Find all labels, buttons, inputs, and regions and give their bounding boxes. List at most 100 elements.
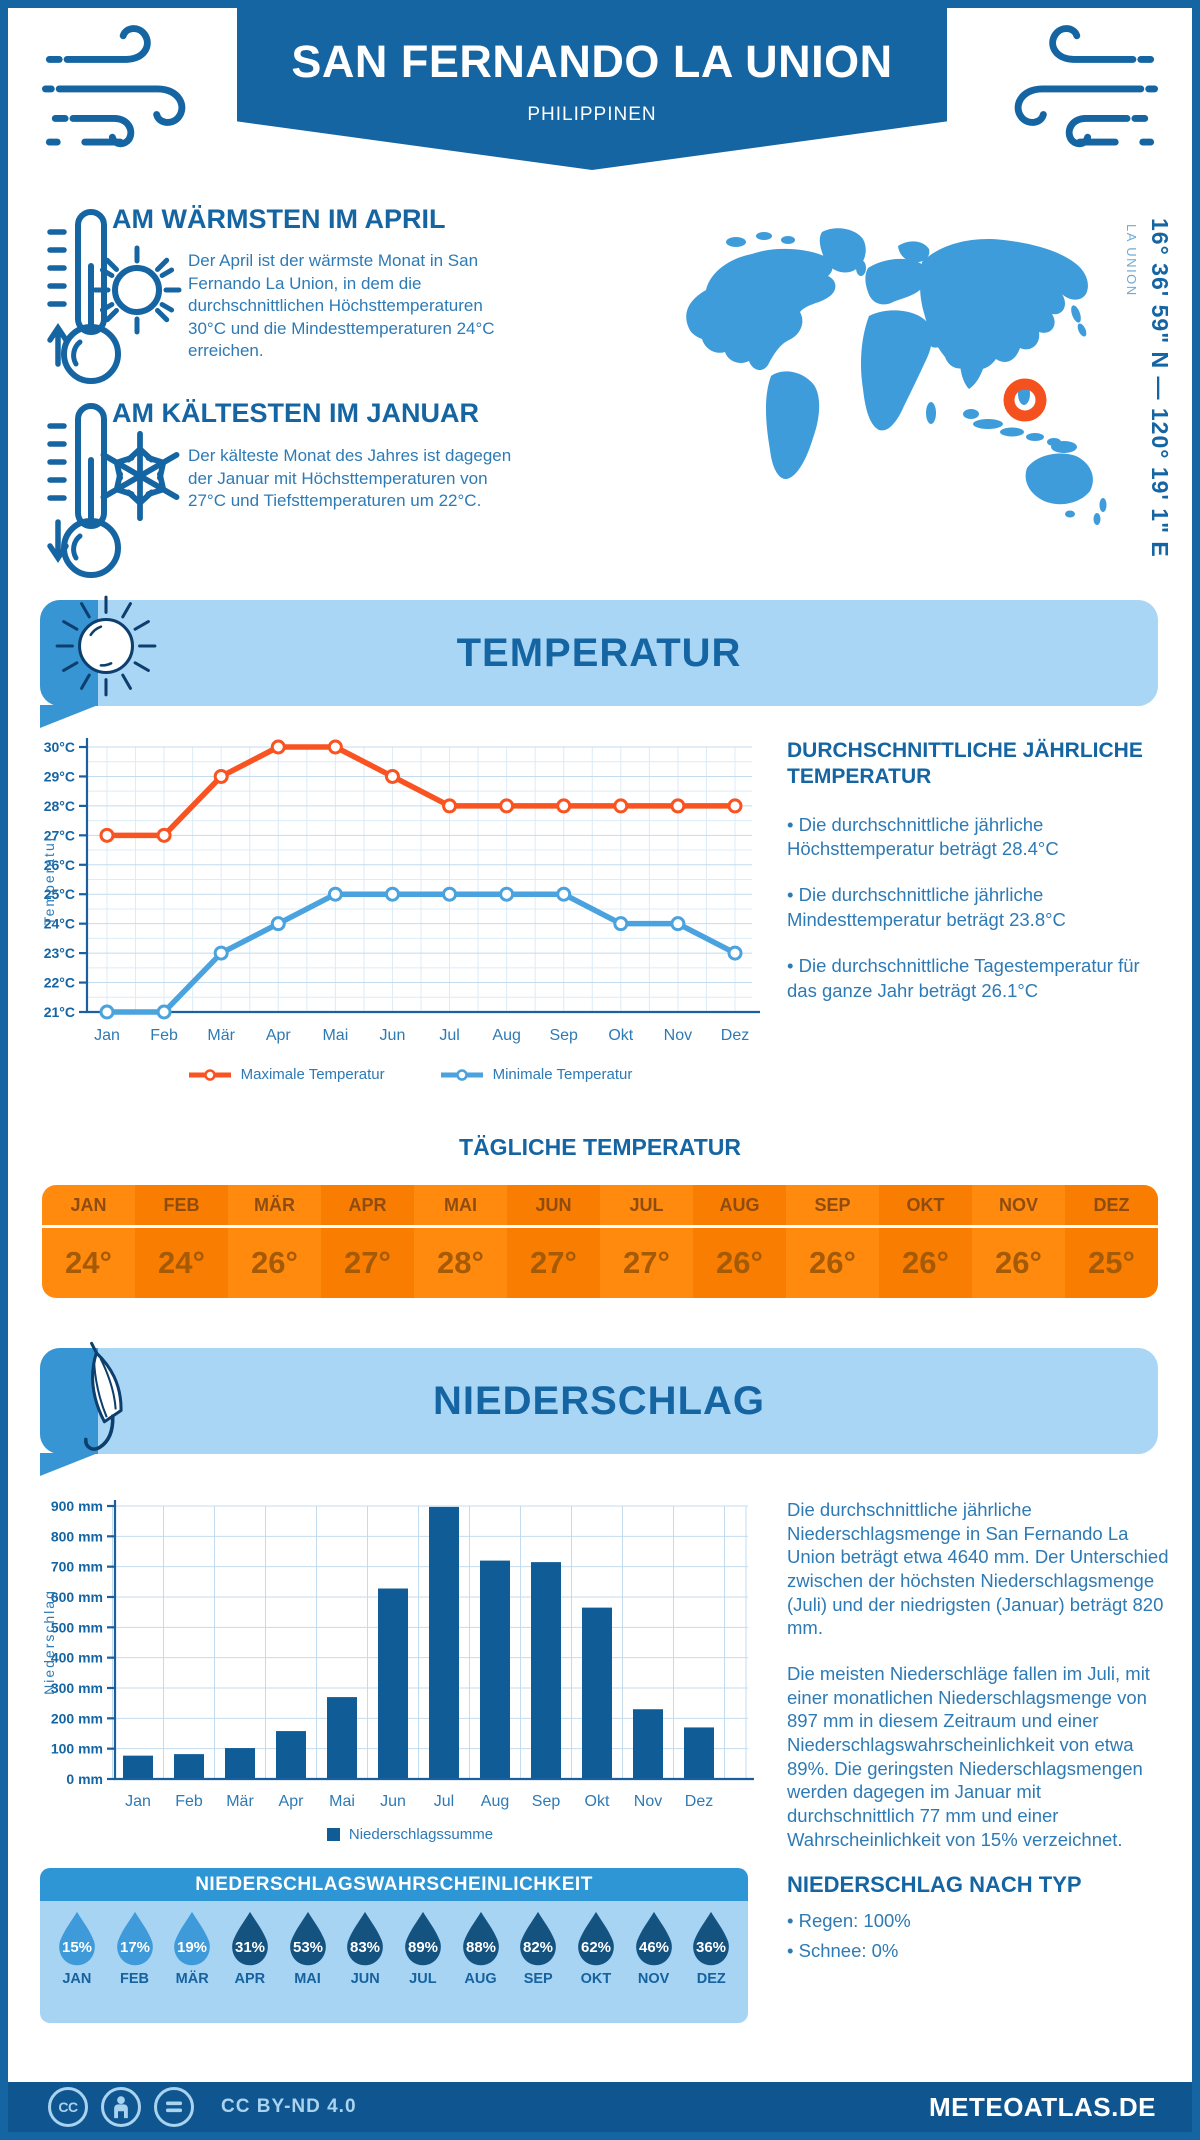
- svg-text:22°C: 22°C: [44, 975, 75, 991]
- probability-drop: 53% MAI: [279, 1909, 337, 2023]
- daily-value-cell: 27°: [344, 1245, 391, 1280]
- daily-month-cell: SEP: [786, 1185, 879, 1228]
- drop-month-label: JUN: [350, 1971, 380, 1987]
- daily-month-cell: OKT: [879, 1185, 972, 1228]
- probability-drop: 83% JUN: [336, 1909, 394, 2023]
- svg-text:Apr: Apr: [266, 1027, 292, 1044]
- license-group: CC CC BY-ND 4.0: [48, 2087, 357, 2127]
- map-coordinates: 16° 36' 59" N — 120° 19' 1" E: [1147, 218, 1173, 558]
- svg-text:62%: 62%: [581, 1939, 611, 1956]
- drop-month-label: NOV: [637, 1971, 670, 1987]
- daily-month-cell: DEZ: [1065, 1185, 1158, 1228]
- daily-column: MÄR 26°: [228, 1185, 321, 1298]
- sun-icon: [92, 245, 182, 335]
- svg-text:31%: 31%: [235, 1939, 265, 1956]
- daily-column: SEP 26°: [786, 1185, 879, 1298]
- attribution-person-icon: [101, 2087, 141, 2127]
- legend-precip-sum: Niederschlagssumme: [326, 1826, 493, 1843]
- daily-column: DEZ 25°: [1065, 1185, 1158, 1298]
- svg-text:Jan: Jan: [94, 1027, 120, 1044]
- svg-text:Feb: Feb: [175, 1793, 203, 1810]
- page-title: SAN FERNANDO LA UNION: [291, 36, 893, 87]
- precip-type-list: • Regen: 100% • Schnee: 0%: [787, 1909, 1169, 1964]
- svg-text:800 mm: 800 mm: [51, 1528, 103, 1544]
- temperature-line-chart: 21°C 22°C 23°C 24°C 25°C 26°C 27°C 28°C 29°C 30°C…: [41, 738, 760, 1044]
- probability-drop: 17% FEB: [106, 1909, 164, 2023]
- water-drop-icon: 36%: [693, 1911, 730, 1966]
- svg-text:200 mm: 200 mm: [51, 1710, 103, 1726]
- svg-text:100 mm: 100 mm: [51, 1741, 103, 1757]
- svg-text:82%: 82%: [523, 1939, 553, 1956]
- svg-text:17%: 17%: [119, 1939, 149, 1956]
- probability-drop: 36% DEZ: [682, 1909, 740, 2023]
- daily-month-cell: AUG: [693, 1185, 786, 1228]
- legend-min-temperature: Minimale Temperatur: [440, 1066, 632, 1083]
- probability-heading: NIEDERSCHLAGSWAHRSCHEINLICHKEIT: [40, 1868, 748, 1901]
- daily-value-cell: 26°: [716, 1245, 763, 1280]
- daily-temperature-heading: TÄGLICHE TEMPERATUR: [459, 1134, 741, 1160]
- svg-text:21°C: 21°C: [44, 1004, 75, 1020]
- precip-type-item: • Schnee: 0%: [787, 1940, 899, 1962]
- water-drop-icon: 82%: [520, 1911, 557, 1966]
- world-map: [686, 228, 1107, 525]
- daily-month-cell: JUN: [507, 1185, 600, 1228]
- svg-text:Sep: Sep: [532, 1793, 561, 1810]
- water-drop-icon: 62%: [578, 1911, 614, 1966]
- svg-text:Nov: Nov: [664, 1027, 692, 1044]
- daily-month-cell: JAN: [42, 1185, 135, 1228]
- cc-icon: CC: [48, 2087, 88, 2127]
- svg-text:Sep: Sep: [549, 1027, 578, 1044]
- svg-text:Niederschlag: Niederschlag: [41, 1589, 57, 1695]
- precip-type-heading: NIEDERSCHLAG NACH TYP: [787, 1872, 1082, 1898]
- svg-text:300 mm: 300 mm: [51, 1680, 103, 1696]
- water-drop-icon: 83%: [347, 1911, 384, 1966]
- page-subtitle: PHILIPPINEN: [527, 104, 657, 125]
- no-derivatives-icon: [154, 2087, 194, 2127]
- annual-bullet: • Die durchschnittliche Tagestemperatur …: [787, 955, 1140, 1001]
- daily-value-cell: 27°: [530, 1245, 577, 1280]
- coldest-text: Der kälteste Monat des Jahres ist dagege…: [188, 446, 512, 511]
- svg-text:Temperatur: Temperatur: [41, 835, 57, 926]
- svg-text:700 mm: 700 mm: [51, 1559, 103, 1575]
- annual-bullet-list: • Die durchschnittliche jährliche Höchst…: [787, 813, 1169, 1003]
- svg-text:400 mm: 400 mm: [51, 1650, 103, 1666]
- coldest-title: AM KÄLTESTEN IM JANUAR: [112, 398, 479, 428]
- svg-text:53%: 53%: [293, 1939, 323, 1956]
- drop-month-label: JUL: [409, 1971, 437, 1987]
- svg-text:30°C: 30°C: [44, 739, 75, 755]
- daily-column: JUN 27°: [507, 1185, 600, 1298]
- probability-drop: 19% MÄR: [163, 1909, 221, 2023]
- svg-text:89%: 89%: [408, 1939, 438, 1956]
- drop-month-label: AUG: [464, 1971, 497, 1987]
- svg-text:Mai: Mai: [322, 1027, 348, 1044]
- header-banner: SAN FERNANDO LA UNION PHILIPPINEN: [237, 8, 947, 170]
- svg-text:Aug: Aug: [481, 1793, 509, 1810]
- sun-banner-icon: [55, 595, 157, 697]
- legend-max-temperature: Maximale Temperatur: [188, 1066, 385, 1083]
- footer-bar: CC CC BY-ND 4.0 METEOATLAS.DE: [8, 2082, 1192, 2132]
- daily-month-cell: MAI: [414, 1185, 507, 1228]
- svg-text:Okt: Okt: [608, 1027, 633, 1044]
- drop-month-label: OKT: [580, 1971, 612, 1987]
- svg-text:Okt: Okt: [585, 1793, 610, 1810]
- banner-tail: [40, 1453, 98, 1476]
- daily-value-cell: 24°: [158, 1245, 205, 1280]
- svg-text:88%: 88%: [466, 1939, 496, 1956]
- daily-column: APR 27°: [321, 1185, 414, 1298]
- precipitation-paragraph-1: Die durchschnittliche jährliche Niedersc…: [787, 1499, 1169, 1639]
- svg-text:0 mm: 0 mm: [66, 1771, 103, 1787]
- daily-column: OKT 26°: [879, 1185, 972, 1298]
- water-drop-icon: 89%: [405, 1911, 441, 1966]
- daily-value-cell: 28°: [437, 1245, 484, 1280]
- banner-strip: [40, 1348, 98, 1454]
- water-drop-icon: 31%: [232, 1911, 268, 1966]
- daily-value-cell: 27°: [623, 1245, 670, 1280]
- svg-text:Jan: Jan: [125, 1793, 151, 1810]
- svg-text:500 mm: 500 mm: [51, 1619, 103, 1635]
- snowflake-icon: [100, 430, 180, 522]
- svg-text:Apr: Apr: [279, 1793, 305, 1810]
- svg-text:Dez: Dez: [721, 1027, 749, 1044]
- svg-text:Jun: Jun: [380, 1027, 406, 1044]
- license-label: CC BY-ND 4.0: [221, 2096, 357, 2117]
- precip-type-item: • Regen: 100%: [787, 1909, 911, 1931]
